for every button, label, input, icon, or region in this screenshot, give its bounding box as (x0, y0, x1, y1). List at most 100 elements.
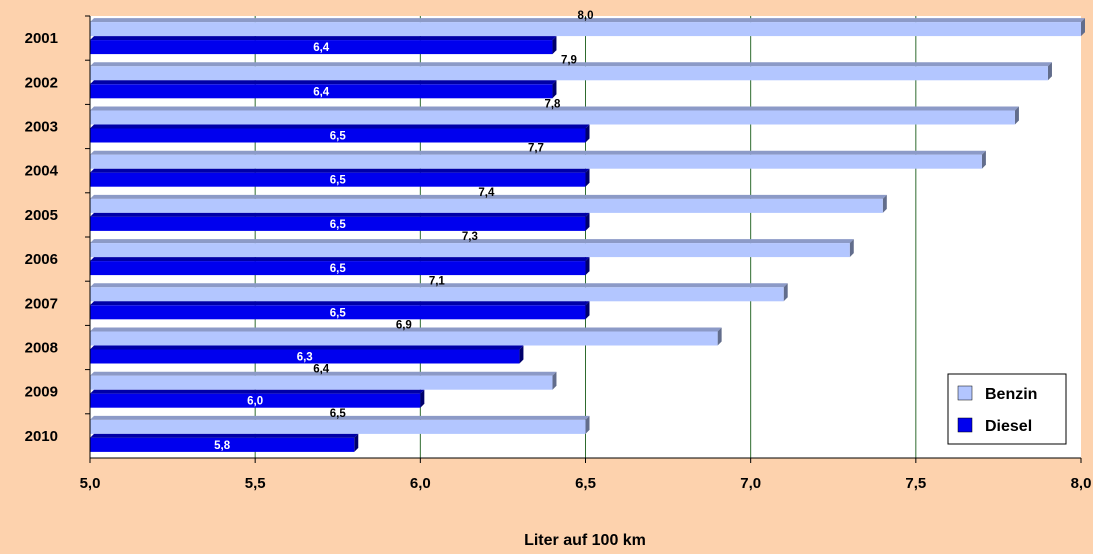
bar-top-face (90, 415, 590, 420)
bar-front-face (90, 84, 553, 99)
bar-benzin-2001: 8,0 (90, 10, 1085, 37)
bar-top-face (90, 194, 887, 199)
data-label-benzin: 8,0 (578, 10, 594, 22)
bar-front-face (90, 349, 520, 364)
bar-front-face (90, 154, 982, 169)
bar-benzin-2006: 7,3 (90, 231, 854, 258)
bar-top-face (90, 283, 788, 288)
y-tick-label: 2006 (25, 251, 58, 268)
data-label-diesel: 5,8 (214, 440, 231, 452)
bar-side-face (1047, 62, 1052, 81)
y-tick-label: 2002 (25, 74, 58, 91)
legend-label-benzin: Benzin (985, 386, 1037, 403)
x-tick-label: 6,0 (410, 475, 431, 492)
bar-front-face (90, 128, 586, 143)
bar-side-face (882, 194, 887, 213)
bar-front-face (90, 110, 1015, 125)
y-tick-label: 2005 (25, 207, 58, 224)
bar-side-face (585, 301, 590, 320)
bar-diesel-2004: 6,5 (90, 168, 590, 187)
bar-top-face (90, 345, 524, 350)
data-label-benzin: 7,3 (462, 231, 478, 243)
x-tick-label: 6,5 (575, 475, 596, 492)
bar-top-face (90, 327, 722, 332)
bar-front-face (90, 172, 586, 187)
bar-front-face (90, 243, 850, 258)
bar-benzin-2010: 6,5 (90, 408, 590, 434)
bar-side-face (585, 124, 590, 143)
bar-side-face (1081, 18, 1085, 37)
bar-benzin-2009: 6,4 (90, 364, 557, 390)
bar-top-face (90, 168, 590, 173)
bar-diesel-2009: 6,0 (90, 389, 425, 408)
y-tick-label: 2004 (25, 163, 59, 180)
data-label-diesel: 6,5 (330, 175, 347, 187)
bar-top-face (90, 36, 557, 41)
x-axis-title: Liter auf 100 km (524, 532, 646, 549)
data-label-diesel: 6,5 (330, 131, 347, 143)
bar-front-face (90, 40, 553, 55)
bar-diesel-2003: 6,5 (90, 124, 590, 143)
bar-top-face (90, 433, 359, 438)
y-tick-label: 2007 (25, 295, 58, 312)
bar-front-face (90, 393, 421, 408)
bar-diesel-2006: 6,5 (90, 257, 590, 276)
bar-side-face (783, 283, 788, 302)
bar-diesel-2008: 6,3 (90, 345, 524, 364)
bar-front-face (90, 216, 586, 231)
bar-top-face (90, 106, 1019, 111)
bar-front-face (90, 22, 1081, 37)
data-label-diesel: 6,4 (313, 86, 330, 98)
y-tick-label: 2003 (25, 119, 58, 136)
legend-label-diesel: Diesel (985, 418, 1032, 435)
bar-side-face (585, 212, 590, 231)
bar-side-face (585, 415, 590, 434)
bar-diesel-2001: 6,4 (90, 36, 557, 55)
bar-side-face (981, 150, 986, 169)
bar-side-face (552, 80, 557, 99)
bar-side-face (552, 371, 557, 390)
bar-front-face (90, 287, 784, 302)
bar-side-face (354, 433, 359, 452)
data-label-benzin: 7,7 (528, 143, 544, 155)
bar-side-face (420, 389, 425, 408)
data-label-benzin: 7,1 (429, 275, 446, 287)
bar-top-face (90, 18, 1085, 23)
bar-front-face (90, 419, 586, 434)
data-label-diesel: 6,5 (330, 307, 347, 319)
y-tick-label: 2001 (25, 30, 58, 47)
data-label-diesel: 6,5 (330, 219, 347, 231)
bar-front-face (90, 66, 1048, 81)
bar-top-face (90, 301, 590, 306)
bar-side-face (1014, 106, 1019, 125)
x-tick-label: 5,5 (245, 475, 266, 492)
bar-side-face (585, 257, 590, 276)
x-tick-label: 7,5 (905, 475, 926, 492)
x-tick-label: 5,0 (80, 475, 101, 492)
legend-swatch-benzin (957, 385, 973, 401)
legend-swatch-diesel (957, 417, 973, 433)
data-label-benzin: 6,4 (313, 364, 330, 376)
bar-side-face (519, 345, 524, 364)
bar-top-face (90, 80, 557, 85)
y-tick-label: 2009 (25, 384, 58, 401)
data-label-benzin: 6,9 (396, 320, 412, 332)
data-label-benzin: 7,9 (561, 54, 577, 66)
y-tick-label: 2008 (25, 340, 58, 357)
data-label-benzin: 7,8 (544, 99, 561, 111)
bar-side-face (849, 239, 854, 258)
x-tick-label: 7,0 (740, 475, 761, 492)
y-axis-labels: 2001 2002 2003 2004 2005 2006 2007 2008 2009 2010 (25, 30, 59, 445)
legend: Benzin Diesel (947, 373, 1067, 445)
bar-top-face (90, 124, 590, 129)
bar-benzin-2003: 7,8 (90, 99, 1019, 125)
bar-front-face (90, 375, 553, 390)
x-tick-label: 8,0 (1071, 475, 1092, 492)
bar-benzin-2007: 7,1 (90, 275, 788, 302)
bar-top-face (90, 257, 590, 262)
data-label-benzin: 6,5 (330, 408, 347, 420)
y-tick-label: 2010 (25, 428, 58, 445)
bar-side-face (585, 168, 590, 187)
data-label-diesel: 6,0 (247, 396, 263, 408)
bar-top-face (90, 371, 557, 376)
